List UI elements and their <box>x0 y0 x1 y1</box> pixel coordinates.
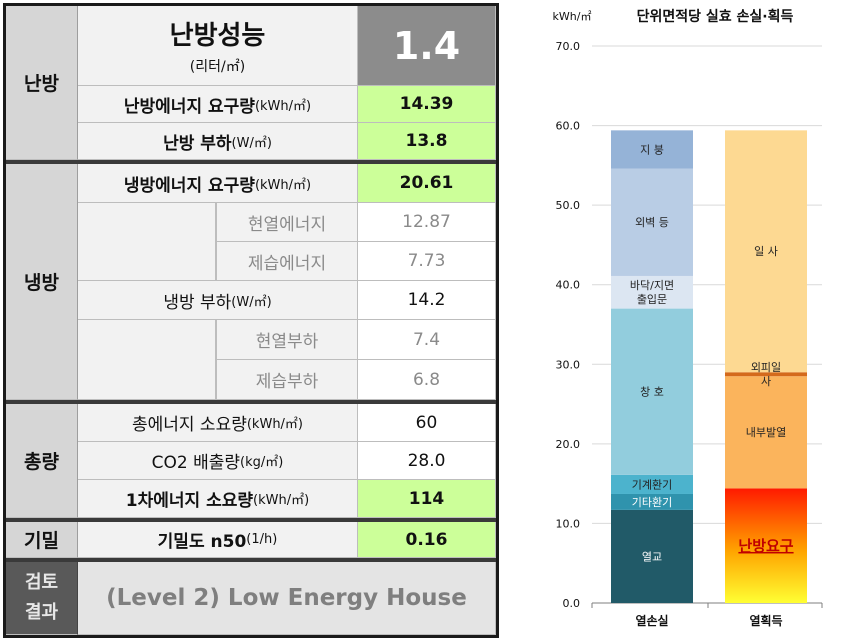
segment-label: 바닥/지면 <box>630 279 674 292</box>
group-total: 총량 <box>6 404 78 518</box>
chart-ylabel: kWh/㎡ <box>553 10 592 23</box>
heating-demand-text: 난방에너지 요구량 <box>123 96 255 117</box>
heating-performance-title: 난방성능 <box>169 21 266 51</box>
y-tick-label: 70.0 <box>556 40 581 53</box>
primary-energy-label: 1차에너지 소요량 (kWh/㎡) <box>78 480 358 518</box>
y-tick-label: 40.0 <box>556 279 581 292</box>
primary-energy-unit: (kWh/㎡) <box>253 493 310 508</box>
sensible-energy-label: 현열에너지 <box>216 203 358 242</box>
group-review: 검토 결과 <box>6 562 78 635</box>
bar-segment <box>725 130 807 373</box>
bar-segment <box>611 308 693 475</box>
segment-label: 열교 <box>642 550 662 563</box>
co2-label: CO2 배출량 (kg/㎡) <box>78 442 358 480</box>
segment-label: 창 호 <box>640 386 664 399</box>
n50-label: 기밀도 n50 (1/h) <box>78 522 358 558</box>
x-category-label: 열손실 <box>635 613 668 628</box>
loss-gain-chart: kWh/㎡ 단위면적당 실효 손실·획득 0.0 10.0 20.0 30.0 40.0… <box>553 8 823 628</box>
cooling-demand-label: 냉방에너지 요구량 (kWh/㎡) <box>78 164 358 203</box>
cooling-load-text: 냉방 부하 <box>163 292 232 313</box>
heating-load-value: 13.8 <box>358 123 496 160</box>
sensible-load-value: 7.4 <box>358 320 496 360</box>
section-divider <box>6 518 496 522</box>
heating-demand-label: 난방에너지 요구량 (kWh/㎡) <box>78 86 358 123</box>
x-axis-categories: 열손실 열획득 <box>635 613 782 628</box>
bar-segment <box>725 372 807 377</box>
segment-label: 일 사 <box>754 244 778 258</box>
x-category-label: 열획득 <box>749 613 782 628</box>
n50-text: 기밀도 n50 <box>157 532 247 552</box>
y-tick-label: 60.0 <box>556 120 581 133</box>
sensible-energy-value: 12.87 <box>358 203 496 242</box>
cooling-sub-spacer-2 <box>78 320 216 400</box>
bar-segment <box>611 275 693 309</box>
heating-load-text: 난방 부하 <box>163 133 232 154</box>
bar-segment <box>611 474 693 494</box>
stacked-bars <box>611 130 807 603</box>
primary-energy-text: 1차에너지 소요량 <box>125 491 254 511</box>
group-airtight: 기밀 <box>6 522 78 558</box>
segment-label: 기타환기 <box>632 496 672 509</box>
segment-label: 외피일 <box>751 360 781 374</box>
latent-load-label: 제습부하 <box>216 360 358 400</box>
y-tick-label: 20.0 <box>556 438 581 451</box>
co2-text: CO2 배출량 <box>151 453 241 473</box>
y-tick-label: 10.0 <box>556 517 581 530</box>
total-energy-label: 총에너지 소요량 (kWh/㎡) <box>78 404 358 442</box>
heating-demand-unit: (kWh/㎡) <box>254 98 312 114</box>
segment-label: 지 붕 <box>640 143 664 156</box>
bar-segment <box>611 493 693 510</box>
total-energy-text: 총에너지 소요량 <box>131 415 247 435</box>
latent-energy-label: 제습에너지 <box>216 242 358 281</box>
y-tick-label: 30.0 <box>556 358 581 371</box>
y-axis-ticks: 0.0 10.0 20.0 30.0 40.0 50.0 60.0 70.0 <box>556 40 581 610</box>
section-divider <box>6 400 496 404</box>
total-energy-value: 60 <box>358 404 496 442</box>
cooling-load-label: 냉방 부하 (W/㎡) <box>78 281 358 320</box>
energy-summary-table: 난방 난방성능 (리터/㎡) 1.4 난방에너지 요구량 (kWh/㎡) 14.3… <box>3 3 499 638</box>
bar-segment <box>611 168 693 276</box>
sensible-load-label: 현열부하 <box>216 320 358 360</box>
cooling-load-unit: (W/㎡) <box>231 294 272 310</box>
heating-performance-value: 1.4 <box>358 6 496 86</box>
latent-load-value: 6.8 <box>358 360 496 400</box>
cooling-demand-unit: (kWh/㎡) <box>254 177 312 193</box>
bar-segment <box>725 376 807 489</box>
bar-segment <box>611 509 693 603</box>
bar-segment <box>725 488 807 603</box>
segment-label: 난방요구 <box>738 537 793 555</box>
segment-label: 내부발열 <box>746 426 786 439</box>
heating-load-unit: (W/㎡) <box>231 135 272 151</box>
segment-label: 외벽 등 <box>635 216 669 229</box>
y-tick-label: 50.0 <box>556 199 581 212</box>
y-tick-label: 0.0 <box>563 597 581 610</box>
review-result: (Level 2) Low Energy House <box>78 562 496 635</box>
cooling-sub-spacer-1 <box>78 203 216 281</box>
segment-label: 출입문 <box>637 293 667 306</box>
primary-energy-value: 114 <box>358 480 496 518</box>
latent-energy-value: 7.73 <box>358 242 496 281</box>
n50-unit: (1/h) <box>246 532 278 547</box>
chart-title: 단위면적당 실효 손실·획득 <box>637 8 794 25</box>
cooling-load-value: 14.2 <box>358 281 496 320</box>
cooling-demand-value: 20.61 <box>358 164 496 203</box>
cooling-demand-text: 냉방에너지 요구량 <box>123 175 255 196</box>
heating-demand-value: 14.39 <box>358 86 496 123</box>
section-divider <box>6 558 496 562</box>
bar-segment <box>611 130 693 169</box>
section-divider <box>6 160 496 164</box>
n50-value: 0.16 <box>358 522 496 558</box>
co2-value: 28.0 <box>358 442 496 480</box>
heating-load-label: 난방 부하 (W/㎡) <box>78 123 358 160</box>
heating-performance-label: 난방성능 (리터/㎡) <box>78 6 358 86</box>
group-cooling: 냉방 <box>6 164 78 400</box>
total-energy-unit: (kWh/㎡) <box>246 417 304 432</box>
group-heating: 난방 <box>6 6 78 160</box>
segment-label: 기계환기 <box>632 478 672 491</box>
segment-label: 사 <box>761 375 771 388</box>
heating-performance-unit: (리터/㎡) <box>189 59 246 75</box>
co2-unit: (kg/㎡) <box>240 455 284 470</box>
